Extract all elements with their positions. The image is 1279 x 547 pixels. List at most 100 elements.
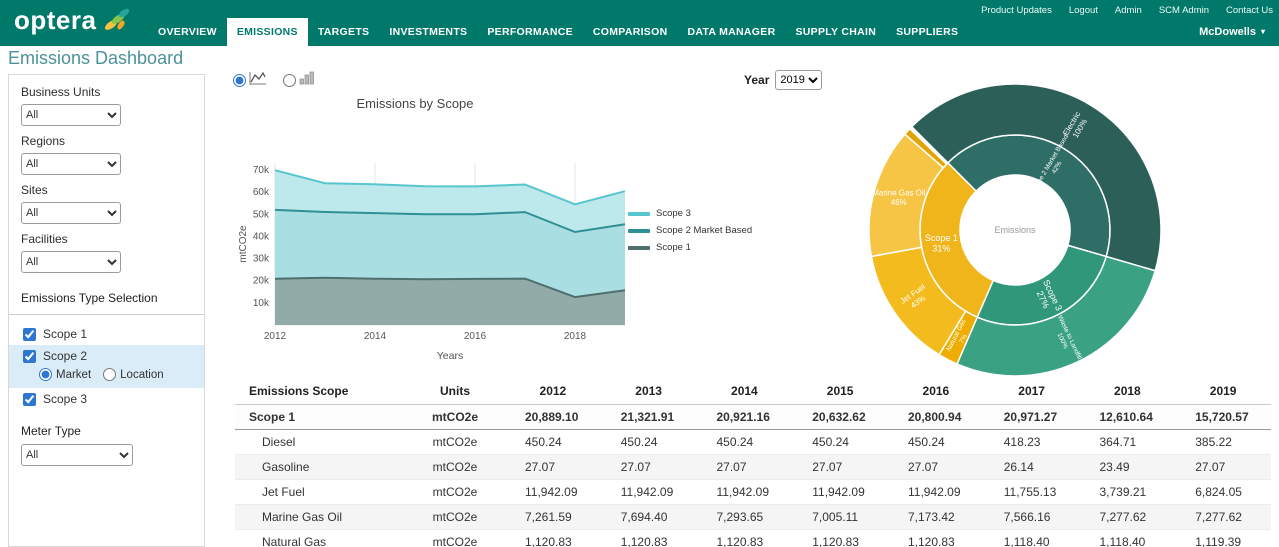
nav-data-manager[interactable]: DATA MANAGER	[687, 26, 776, 38]
emissions-table: Emissions Scope Units 2012 2013 2014 2015 2016…	[235, 378, 1271, 547]
column-header-2012: 2012	[505, 378, 601, 405]
row-value: 11,942.09	[696, 479, 793, 505]
table-row-gasoline: Gasoline mtCO2e 27.07 27.07 27.07 27.07 27.07 2…	[235, 454, 1271, 480]
divider	[9, 314, 204, 315]
svg-text:2016: 2016	[464, 331, 487, 342]
row-value: 1,120.83	[600, 529, 697, 547]
row-value: 7,005.11	[792, 504, 888, 530]
row-value: 20,889.10	[505, 404, 601, 430]
scope-1-row: Scope 1	[21, 323, 192, 345]
svg-text:10k: 10k	[253, 298, 270, 309]
column-header-2018: 2018	[1079, 378, 1176, 405]
chart-type-bar-chart-radio[interactable]	[283, 74, 296, 87]
scope-2-row: Scope 2	[21, 345, 192, 367]
svg-text:60k: 60k	[253, 187, 270, 198]
filter-list: Business Units All Regions All Sites All Facil…	[21, 85, 192, 273]
nav-performance[interactable]: PERFORMANCE	[487, 26, 573, 38]
legend-item-scope-1: Scope 1	[628, 242, 752, 253]
row-value: 27.07	[1175, 454, 1271, 480]
svg-text:20k: 20k	[253, 276, 270, 287]
utility-link-admin[interactable]: Admin	[1114, 4, 1142, 16]
market-radio-label: Market	[56, 368, 92, 381]
table-header-row: Emissions Scope Units 2012 2013 2014 2015 2016…	[235, 378, 1271, 405]
optera-leaf-icon	[105, 8, 130, 30]
svg-text:70k: 70k	[253, 165, 270, 176]
legend-swatch	[628, 211, 650, 216]
user-menu[interactable]: McDowells ▾	[1199, 18, 1279, 46]
scope-selection: Scope 1 Scope 2 Market Location Scope 3	[9, 323, 204, 410]
utility-link-scm-admin[interactable]: SCM Admin	[1158, 4, 1209, 16]
row-value: 11,942.09	[888, 479, 984, 505]
row-value: 7,277.62	[1175, 504, 1271, 530]
regions-select[interactable]: All	[21, 153, 121, 175]
chart-type-line-chart-radio[interactable]	[233, 74, 246, 87]
row-value: 364.71	[1079, 429, 1176, 455]
nav-comparison[interactable]: COMPARISON	[592, 26, 668, 38]
column-header-2013: 2013	[600, 378, 697, 405]
nav-supply-chain[interactable]: SUPPLY CHAIN	[795, 26, 877, 38]
row-value: 11,942.09	[600, 479, 697, 505]
meter-type-label: Meter Type	[21, 424, 81, 438]
scope-2-mode-location: Location	[103, 368, 164, 381]
app-header: optera Product Updates Logout Admin SCM Adm…	[0, 0, 1279, 46]
main-nav: OVERVIEW EMISSIONS TARGETS INVESTMENTS PERFO…	[148, 18, 1279, 46]
optera-logo[interactable]: optera	[14, 5, 130, 35]
utility-link-logout[interactable]: Logout	[1068, 4, 1098, 16]
utility-link-contact-us[interactable]: Contact Us	[1226, 4, 1273, 16]
scope-2-group: Scope 2 Market Location	[9, 345, 204, 388]
scope-1-checkbox[interactable]	[23, 327, 36, 341]
legend-swatch	[628, 228, 650, 233]
nav-emissions[interactable]: EMISSIONS	[226, 18, 308, 46]
scope-3-checkbox[interactable]	[23, 392, 36, 406]
emissions-type-section-title: Emissions Type Selection	[21, 291, 158, 305]
nav-investments[interactable]: INVESTMENTS	[389, 26, 468, 38]
meter-type-select[interactable]: All	[21, 444, 133, 466]
business-units-select[interactable]: All	[21, 104, 121, 126]
row-value: 450.24	[505, 429, 601, 455]
row-value: 1,119.39	[1175, 529, 1271, 547]
scope-2-mode-market: Market	[39, 368, 91, 381]
row-value: 11,942.09	[505, 479, 601, 505]
row-units: mtCO2e	[405, 479, 505, 505]
chart-type-line-chart-option[interactable]	[233, 71, 267, 90]
sites-select[interactable]: All	[21, 202, 121, 224]
facilities-select[interactable]: All	[21, 251, 121, 273]
row-label: Gasoline	[235, 454, 405, 480]
row-value: 15,720.57	[1175, 404, 1271, 430]
nav-overview[interactable]: OVERVIEW	[158, 26, 217, 38]
svg-text:2018: 2018	[564, 331, 587, 342]
chart-type-toggle	[233, 71, 315, 90]
row-label: Natural Gas	[235, 529, 405, 547]
row-value: 23.49	[1079, 454, 1176, 480]
column-header-2016: 2016	[888, 378, 984, 405]
row-label: Jet Fuel	[235, 479, 405, 505]
svg-text:mtCO2e: mtCO2e	[238, 225, 249, 263]
brand-name: optera	[14, 5, 97, 35]
chart-type-bar-chart-option[interactable]	[283, 71, 315, 90]
scope-2-checkbox[interactable]	[23, 349, 36, 363]
row-value: 20,921.16	[696, 404, 793, 430]
legend-item-scope-2-market-based: Scope 2 Market Based	[628, 225, 752, 236]
scope-2-label: Scope 2	[43, 349, 88, 363]
year-select[interactable]: 2019	[775, 70, 823, 90]
nav-targets[interactable]: TARGETS	[317, 26, 370, 38]
row-value: 7,261.59	[505, 504, 601, 530]
row-value: 3,739.21	[1079, 479, 1176, 505]
row-value: 7,277.62	[1079, 504, 1176, 530]
row-value: 11,755.13	[983, 479, 1080, 505]
filter-regions: Regions All	[21, 134, 192, 175]
row-value: 450.24	[888, 429, 984, 455]
nav-suppliers[interactable]: SUPPLIERS	[896, 26, 959, 38]
market-radio[interactable]	[39, 368, 52, 381]
row-value: 1,118.40	[1079, 529, 1176, 547]
row-value: 1,120.83	[792, 529, 888, 547]
column-header-emissions-scope: Emissions Scope	[235, 378, 405, 405]
location-radio[interactable]	[103, 368, 117, 381]
filter-label-business-units: Business Units	[21, 85, 101, 99]
year-control: Year 2019	[744, 70, 823, 90]
row-units: mtCO2e	[405, 454, 505, 480]
row-value: 385.22	[1175, 429, 1271, 455]
row-value: 20,632.62	[792, 404, 888, 430]
utility-link-product-updates[interactable]: Product Updates	[981, 4, 1052, 16]
